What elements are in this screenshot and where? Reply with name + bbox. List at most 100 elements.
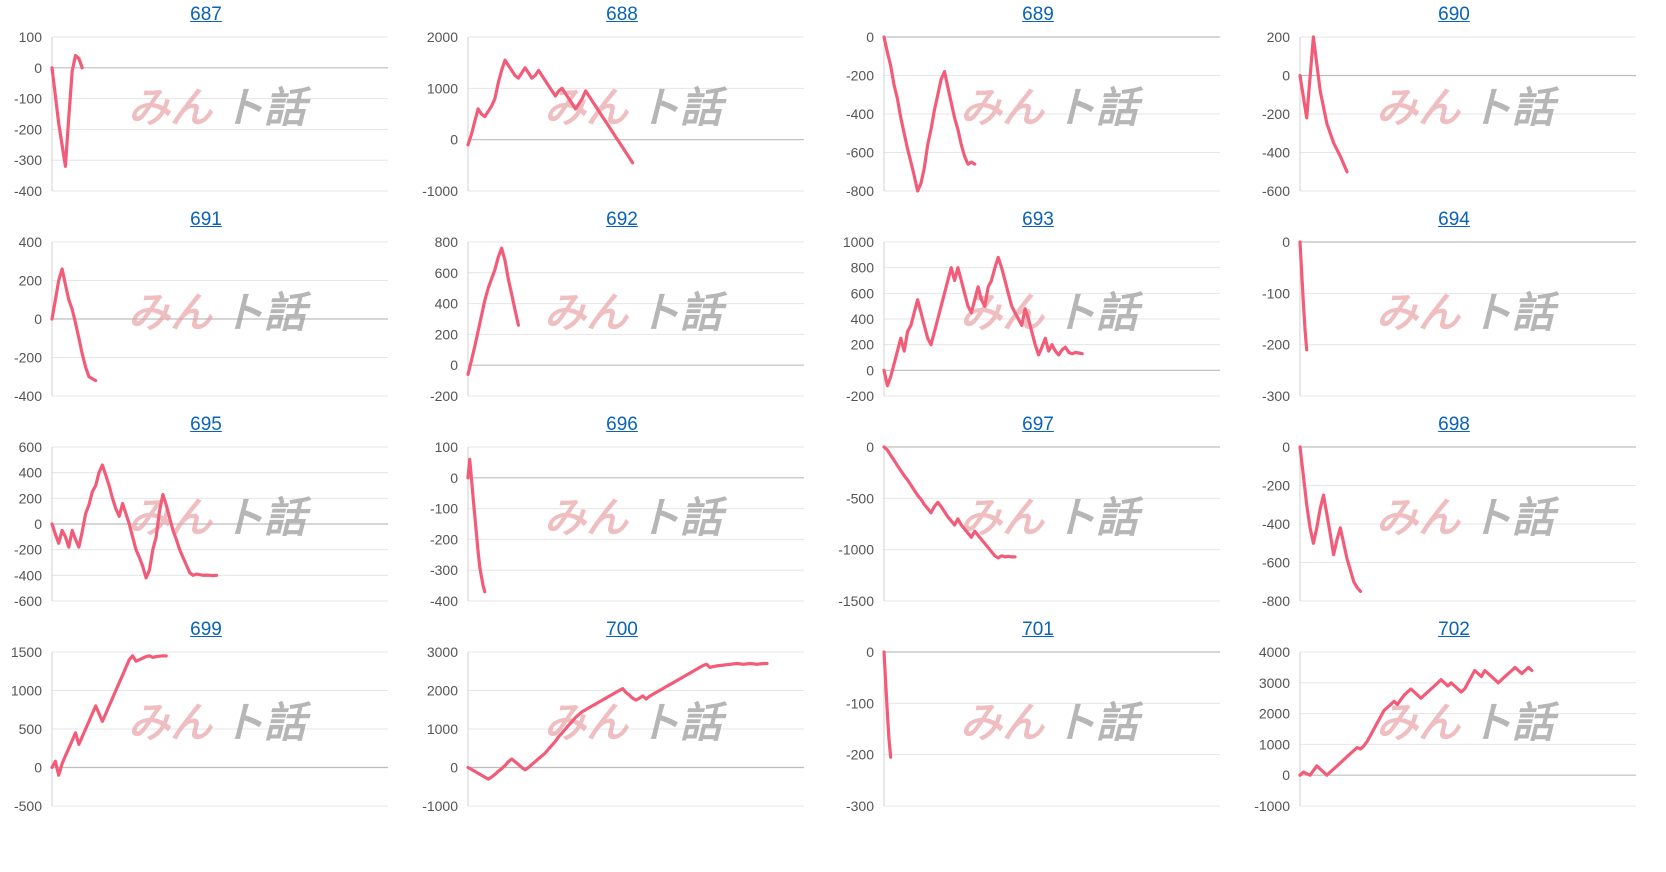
chart-cell: 694 0 -100 -200 -300 みん ト話 — [1248, 205, 1660, 423]
chart-title-link[interactable]: 691 — [190, 209, 222, 230]
y-tick-label: -400 — [846, 106, 874, 122]
chart-title-link[interactable]: 701 — [1022, 619, 1054, 640]
watermark-text-b: ト話 — [1054, 288, 1144, 337]
chart-cell: 688 2000 1000 0 -1000 みん ト話 — [416, 0, 828, 218]
y-tick-label: -400 — [14, 183, 42, 199]
chart-title-link[interactable]: 693 — [1022, 209, 1054, 230]
chart-title-link[interactable]: 689 — [1022, 4, 1054, 25]
watermark: みん ト話 — [1376, 698, 1560, 747]
watermark: みん ト話 — [960, 493, 1144, 542]
line-chart: 800 600 400 200 0 -200 みん ト話 — [430, 234, 804, 404]
line-chart: 100 0 -100 -200 -300 -400 みん ト話 — [430, 439, 804, 609]
y-tick-label: -400 — [14, 388, 42, 404]
y-tick-label: 1000 — [427, 721, 458, 737]
y-tick-label: -200 — [1262, 106, 1290, 122]
y-tick-label: -600 — [846, 145, 874, 161]
watermark: みん ト話 — [128, 83, 312, 132]
chart-cell: 701 0 -100 -200 -300 みん ト話 — [832, 615, 1244, 833]
y-tick-label: -200 — [430, 531, 458, 547]
y-tick-label: -200 — [430, 388, 458, 404]
chart-title-link[interactable]: 692 — [606, 209, 638, 230]
watermark-text-a: みん — [960, 83, 1046, 132]
y-tick-label: 0 — [34, 311, 42, 327]
series-line — [466, 457, 487, 594]
watermark-text-b: ト話 — [638, 288, 728, 337]
y-tick-label: 400 — [435, 296, 459, 312]
chart-title-link[interactable]: 697 — [1022, 414, 1054, 435]
y-tick-label: 200 — [19, 273, 43, 289]
y-tick-label: 600 — [19, 439, 43, 455]
y-tick-label: -200 — [846, 747, 874, 763]
watermark-text-b: ト話 — [1054, 493, 1144, 542]
y-tick-label: -300 — [430, 562, 458, 578]
watermark-text-b: ト話 — [222, 698, 312, 747]
y-tick-label: 1000 — [1259, 736, 1290, 752]
chart-title-link[interactable]: 698 — [1438, 414, 1470, 435]
chart-title-link[interactable]: 702 — [1438, 619, 1470, 640]
y-tick-label: -400 — [1262, 145, 1290, 161]
watermark-text-a: みん — [1376, 83, 1462, 132]
y-tick-label: -400 — [14, 567, 42, 583]
chart-title-link[interactable]: 695 — [190, 414, 222, 435]
y-tick-label: 0 — [1282, 767, 1290, 783]
y-tick-label: -1500 — [838, 593, 874, 609]
y-tick-label: -100 — [430, 501, 458, 517]
y-tick-label: 200 — [435, 326, 459, 342]
series-line — [882, 650, 893, 759]
watermark: みん ト話 — [1376, 288, 1560, 337]
y-tick-label: 800 — [435, 234, 459, 250]
watermark-text-b: ト話 — [638, 493, 728, 542]
chart-cell: 693 1000 800 600 400 200 0 -200 みん ト話 — [832, 205, 1244, 423]
y-tick-label: 0 — [450, 357, 458, 373]
line-chart: 0 -200 -400 -600 -800 みん ト話 — [846, 29, 1220, 199]
series-line — [882, 255, 1084, 388]
chart-title-link[interactable]: 700 — [606, 619, 638, 640]
y-tick-label: 2000 — [1259, 706, 1290, 722]
y-tick-label: -300 — [846, 798, 874, 814]
chart-title-link[interactable]: 688 — [606, 4, 638, 25]
chart-cell: 698 0 -200 -400 -600 -800 みん ト話 — [1248, 410, 1660, 628]
y-tick-label: 100 — [435, 439, 459, 455]
y-tick-label: 0 — [1282, 234, 1290, 250]
watermark: みん ト話 — [544, 288, 728, 337]
y-tick-label: 500 — [19, 721, 43, 737]
y-tick-label: 0 — [34, 516, 42, 532]
chart-title-link[interactable]: 696 — [606, 414, 638, 435]
y-tick-label: -200 — [1262, 478, 1290, 494]
y-tick-label: 3000 — [1259, 675, 1290, 691]
watermark: みん ト話 — [128, 698, 312, 747]
series-line — [1298, 665, 1534, 777]
line-chart: 3000 2000 1000 0 -1000 みん ト話 — [422, 644, 804, 814]
y-tick-label: 100 — [19, 29, 43, 45]
y-tick-label: -300 — [14, 152, 42, 168]
watermark-text-a: みん — [544, 288, 630, 337]
y-tick-label: 0 — [866, 29, 874, 45]
watermark-text-a: みん — [544, 493, 630, 542]
watermark-text-b: ト話 — [1470, 493, 1560, 542]
chart-cell: 697 0 -500 -1000 -1500 みん ト話 — [832, 410, 1244, 628]
chart-title-link[interactable]: 690 — [1438, 4, 1470, 25]
line-chart: 0 -500 -1000 -1500 みん ト話 — [838, 439, 1220, 609]
y-tick-label: -1000 — [422, 183, 458, 199]
watermark-text-a: みん — [1376, 493, 1462, 542]
watermark-text-b: ト話 — [1470, 288, 1560, 337]
series-line — [466, 58, 635, 165]
chart-cell: 687 100 0 -100 -200 -300 -400 みん ト話 — [0, 0, 412, 218]
line-chart: 4000 3000 2000 1000 0 -1000 みん ト話 — [1254, 644, 1636, 814]
watermark: みん ト話 — [960, 698, 1144, 747]
y-tick-label: -600 — [1262, 555, 1290, 571]
chart-title-link[interactable]: 687 — [190, 4, 222, 25]
watermark-text-a: みん — [128, 698, 214, 747]
watermark: みん ト話 — [544, 698, 728, 747]
y-tick-label: -400 — [430, 593, 458, 609]
y-tick-label: -200 — [14, 121, 42, 137]
chart-title-link[interactable]: 694 — [1438, 209, 1470, 230]
chart-cell: 691 400 200 0 -200 -400 みん ト話 — [0, 205, 412, 423]
watermark: みん ト話 — [1376, 83, 1560, 132]
watermark-text-b: ト話 — [638, 83, 728, 132]
y-tick-label: 800 — [851, 260, 875, 276]
y-tick-label: 1000 — [11, 683, 42, 699]
chart-title-link[interactable]: 699 — [190, 619, 222, 640]
